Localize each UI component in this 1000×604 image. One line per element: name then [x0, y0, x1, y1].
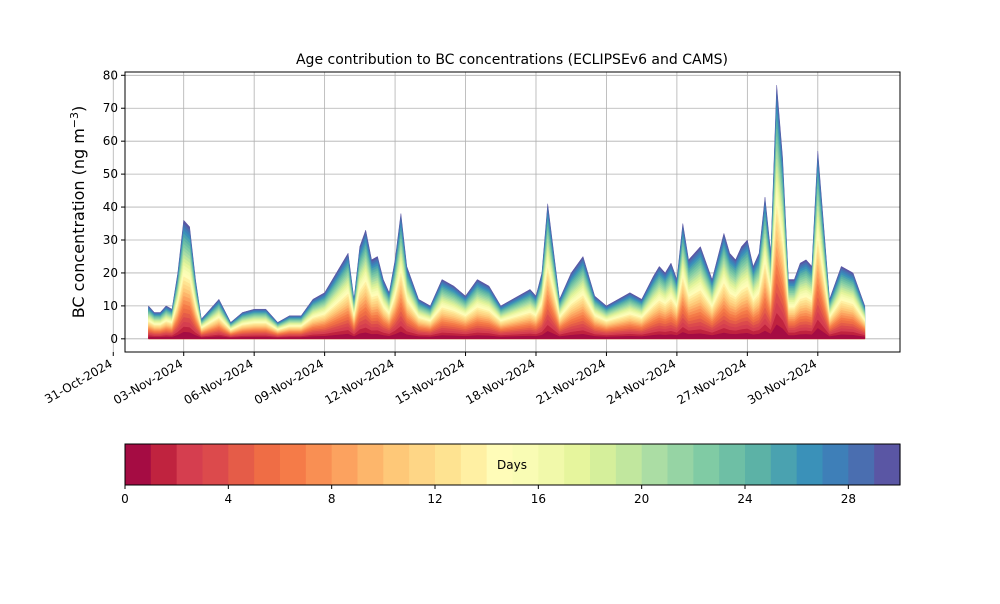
- axes: 0102030405060708031-Oct-202403-Nov-20240…: [42, 68, 819, 407]
- y-tick-label: 70: [103, 101, 118, 115]
- colorbar-segment: [383, 444, 410, 485]
- x-tick-label: 03-Nov-2024: [111, 356, 185, 407]
- colorbar-label: Days: [497, 458, 527, 472]
- colorbar-segment: [745, 444, 772, 485]
- colorbar-tick-label: 4: [225, 492, 233, 506]
- x-tick-label: 12-Nov-2024: [322, 356, 396, 407]
- colorbar-segment: [667, 444, 694, 485]
- y-axis-label-exponent: −3: [68, 112, 81, 128]
- age-band-area: [148, 324, 866, 340]
- x-tick-label: 31-Oct-2024: [42, 356, 114, 406]
- colorbar-segment: [512, 444, 539, 485]
- y-tick-label: 0: [110, 332, 118, 346]
- colorbar-segment: [719, 444, 746, 485]
- x-tick-label: 27-Nov-2024: [675, 356, 749, 407]
- x-tick-label: 24-Nov-2024: [604, 356, 678, 407]
- x-tick-label: 30-Nov-2024: [745, 356, 819, 407]
- colorbar-segment: [254, 444, 281, 485]
- colorbar-tick-label: 24: [737, 492, 752, 506]
- x-tick-label: 18-Nov-2024: [463, 356, 537, 407]
- colorbar-segment: [460, 444, 488, 485]
- colorbar-tick-label: 20: [634, 492, 649, 506]
- colorbar-tick-label: 28: [841, 492, 856, 506]
- colorbar-segment: [615, 444, 643, 485]
- colorbar-tick-label: 0: [121, 492, 129, 506]
- colorbar-segment: [228, 444, 255, 485]
- colorbar-segment: [331, 444, 359, 485]
- y-tick-label: 30: [103, 233, 118, 247]
- y-tick-label: 10: [103, 299, 118, 313]
- colorbar-segment: [125, 444, 152, 485]
- age-band-areas: [148, 85, 866, 340]
- colorbar-segment: [435, 444, 462, 485]
- y-axis-label: BC concentration (ng m−3): [68, 106, 88, 319]
- colorbar-segment: [357, 444, 384, 485]
- colorbar-tick-label: 16: [531, 492, 546, 506]
- colorbar-segment: [202, 444, 229, 485]
- colorbar-tick-label: 8: [328, 492, 336, 506]
- colorbar-segment: [693, 444, 720, 485]
- plot-frame: [124, 71, 901, 353]
- age-band-area: [148, 312, 866, 340]
- y-tick-label: 50: [103, 167, 118, 181]
- y-tick-label: 20: [103, 266, 118, 280]
- x-tick-label: 09-Nov-2024: [252, 356, 326, 407]
- colorbar-segment: [280, 444, 307, 485]
- colorbar-segment: [486, 444, 514, 485]
- colorbar-frame: [124, 443, 901, 486]
- colorbar-segment: [796, 444, 824, 485]
- colorbar-segment: [822, 444, 849, 485]
- colorbar-segment: [150, 444, 178, 485]
- colorbar-segment: [409, 444, 436, 485]
- colorbar-segment: [590, 444, 617, 485]
- colorbar-segment: [874, 444, 901, 485]
- y-tick-label: 60: [103, 134, 118, 148]
- colorbar-segment: [176, 444, 204, 485]
- x-tick-label: 21-Nov-2024: [534, 356, 608, 407]
- y-axis-label-close: ): [69, 106, 88, 112]
- colorbar-tick-label: 12: [427, 492, 442, 506]
- colorbar-segment: [770, 444, 798, 485]
- colorbar-segment: [538, 444, 565, 485]
- x-tick-label: 06-Nov-2024: [181, 356, 255, 407]
- x-tick-label: 15-Nov-2024: [393, 356, 467, 407]
- colorbar-segment: [564, 444, 591, 485]
- colorbar-segment: [305, 444, 333, 485]
- chart-title: Age contribution to BC concentrations (E…: [296, 52, 728, 68]
- y-axis-label-main: BC concentration (ng m: [69, 128, 88, 318]
- y-tick-label: 80: [103, 68, 118, 82]
- colorbar: 0 4 8 12 16 20 24 28: [121, 443, 901, 506]
- colorbar-segment: [641, 444, 669, 485]
- y-tick-label: 40: [103, 200, 118, 214]
- colorbar-segment: [848, 444, 875, 485]
